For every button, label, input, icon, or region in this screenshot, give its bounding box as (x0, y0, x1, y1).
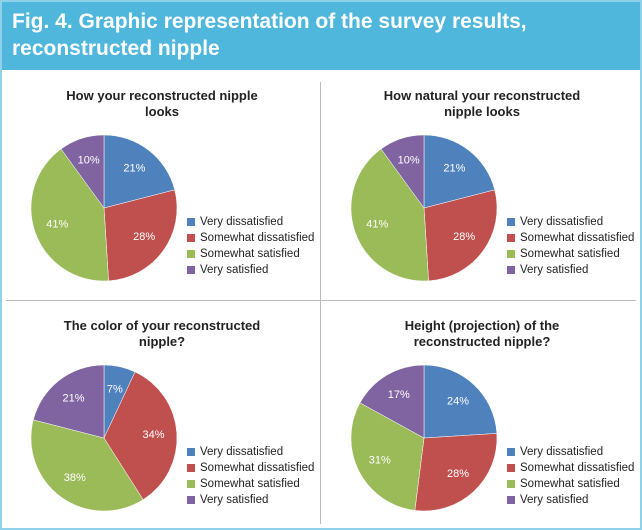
legend-swatch (507, 480, 515, 488)
chart-title: The color of your reconstructed nipple? (63, 318, 261, 349)
value-label: 21% (63, 393, 85, 405)
legend-swatch (507, 266, 515, 274)
chart-title: How your reconstructed nipple looks (66, 88, 258, 119)
value-label: 28% (133, 231, 155, 243)
legend-swatch (187, 266, 195, 274)
chart-title: How natural your reconstructed nipple lo… (383, 88, 581, 119)
value-label: 24% (447, 396, 469, 408)
value-label: 38% (64, 472, 86, 484)
legend-label: Very satisfied (200, 264, 268, 276)
legend-label: Somewhat dissatisfied (200, 462, 314, 474)
legend-label: Very dissatisfied (200, 216, 283, 228)
pie-slice (60, 134, 105, 209)
chart-panel: Height (projection) of the reconstructed… (322, 302, 640, 528)
pie-slice (414, 433, 498, 512)
legend-swatch (187, 234, 195, 242)
legend-swatch (507, 464, 515, 472)
pie-slice (423, 189, 498, 282)
chart-panel: How natural your reconstructed nipple lo… (322, 72, 640, 300)
legend-swatch (507, 234, 515, 242)
legend-label: Very satisfied (520, 494, 588, 506)
legend-label: Somewhat dissatisfied (520, 232, 634, 244)
legend-label: Very dissatisfied (520, 446, 603, 458)
figure-title: Fig. 4. Graphic representation of the su… (2, 2, 640, 70)
chart: 7% 34% 38% 21% Very dissatisfied Somewhat dis… (30, 364, 314, 512)
legend-swatch (187, 448, 195, 456)
legend-swatch (187, 480, 195, 488)
legend-label: Very dissatisfied (200, 446, 283, 458)
legend-label: Very satisfied (520, 264, 588, 276)
pie-slice (30, 419, 144, 512)
legend-swatch (187, 464, 195, 472)
value-label: 28% (453, 231, 475, 243)
divider (6, 300, 636, 301)
legend-label: Somewhat satisfied (520, 478, 620, 490)
legend-label: Somewhat satisfied (200, 248, 300, 260)
legend-label: Very satisfied (200, 494, 268, 506)
legend-swatch (507, 448, 515, 456)
pie-slice (423, 134, 496, 209)
pie-slice (350, 402, 425, 511)
value-label: 28% (447, 468, 469, 480)
value-label: 34% (143, 429, 165, 441)
value-label: 41% (46, 219, 68, 231)
value-label: 17% (388, 389, 410, 401)
value-label: 21% (123, 163, 145, 175)
legend-label: Somewhat dissatisfied (520, 462, 634, 474)
chart: 21% 28% 41% 10% Very dissatisfied Somewhat di… (30, 134, 314, 282)
legend-swatch (187, 496, 195, 504)
chart-title: Height (projection) of the reconstructed… (404, 318, 560, 349)
chart: 24% 28% 31% 17% Very dissatisfied Somewhat di… (350, 364, 634, 512)
pie-slice (380, 134, 425, 209)
legend-swatch (507, 496, 515, 504)
divider (320, 82, 321, 524)
pie-slice (30, 148, 109, 282)
pie-slice (103, 371, 178, 500)
value-label: 10% (398, 155, 420, 167)
pie-slice (423, 364, 498, 439)
pie-slice (103, 189, 178, 282)
legend-label: Somewhat satisfied (200, 478, 300, 490)
legend-swatch (187, 250, 195, 258)
chart: 21% 28% 41% 10% Very dissatisfied Somewhat di… (350, 134, 634, 282)
legend-label: Very dissatisfied (520, 216, 603, 228)
pie-slice (350, 148, 429, 282)
value-label: 10% (78, 155, 100, 167)
value-label: 21% (443, 163, 465, 175)
chart-panel: The color of your reconstructed nipple? 7… (2, 302, 320, 528)
legend-swatch (507, 250, 515, 258)
value-label: 31% (369, 454, 391, 466)
pie-slice (103, 134, 176, 209)
legend-label: Somewhat dissatisfied (200, 232, 314, 244)
pie-slice (32, 364, 105, 439)
value-label: 41% (366, 219, 388, 231)
chart-panel: How your reconstructed nipple looks 21% 28… (2, 72, 320, 300)
legend-swatch (187, 218, 195, 226)
pie-slice (359, 364, 425, 439)
value-label: 7% (107, 383, 123, 395)
legend-label: Somewhat satisfied (520, 248, 620, 260)
legend-swatch (507, 218, 515, 226)
